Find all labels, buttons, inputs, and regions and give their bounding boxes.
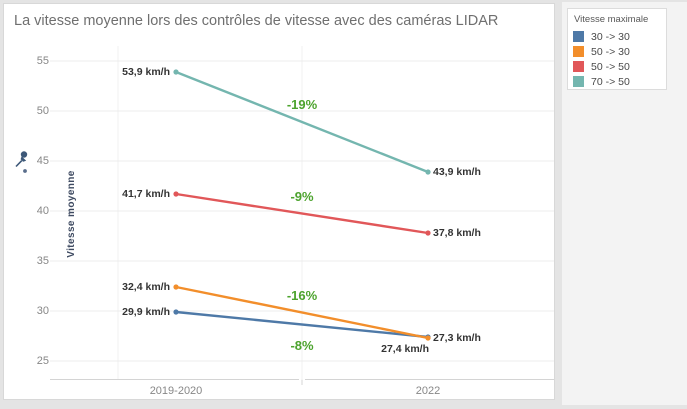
y-tick-label: 45	[36, 155, 49, 167]
value-label: 29,9 km/h	[122, 306, 170, 318]
value-label: 53,9 km/h	[122, 66, 170, 78]
change-label: -16%	[286, 287, 318, 303]
data-point-marker[interactable]	[173, 309, 179, 315]
legend-item-label: 70 -> 50	[591, 75, 630, 88]
series-line-50->30[interactable]	[174, 285, 430, 340]
chart-card: La vitesse moyenne lors des contrôles de…	[3, 3, 555, 400]
value-label: 32,4 km/h	[122, 281, 170, 293]
legend-item[interactable]: 50 -> 50	[568, 59, 666, 74]
value-label: 37,8 km/h	[433, 227, 481, 239]
pushpin-icon[interactable]	[12, 148, 32, 174]
x-category-label: 2019-2020	[149, 385, 203, 397]
y-tick-label: 50	[36, 105, 49, 117]
data-point-marker[interactable]	[173, 191, 179, 197]
data-point-marker[interactable]	[425, 230, 431, 236]
y-tick-label: 30	[36, 305, 49, 317]
x-category-label: 2022	[415, 385, 441, 397]
y-tick-label: 25	[36, 355, 49, 367]
legend-title: Vitesse maximale	[574, 14, 649, 25]
legend-item[interactable]: 50 -> 30	[568, 44, 666, 59]
data-point-marker[interactable]	[173, 69, 179, 75]
legend-swatch	[573, 61, 584, 72]
change-label: -8%	[290, 337, 314, 353]
legend-swatch	[573, 31, 584, 42]
value-label: 43,9 km/h	[433, 166, 481, 178]
series-line-50->50[interactable]	[174, 192, 430, 235]
chart-title: La vitesse moyenne lors des contrôles de…	[14, 13, 499, 29]
series-line-30->30[interactable]	[174, 310, 430, 339]
value-label: 27,3 km/h	[433, 332, 481, 344]
legend-item-label: 30 -> 30	[591, 30, 630, 43]
legend-swatch	[573, 46, 584, 57]
change-label: -19%	[286, 97, 318, 112]
y-tick-label: 40	[36, 205, 49, 217]
y-tick-label: 35	[36, 255, 49, 267]
data-point-marker[interactable]	[173, 284, 179, 290]
value-label: 27,4 km/h	[381, 343, 429, 355]
plot-area	[50, 46, 554, 385]
value-label: 41,7 km/h	[122, 188, 170, 200]
legend-item-label: 50 -> 30	[591, 45, 630, 58]
legend-swatch	[573, 76, 584, 87]
legend-card: Vitesse maximale 30 -> 30 50 -> 30 50 -> 5…	[567, 8, 667, 90]
change-label: -9%	[290, 188, 314, 204]
series-line-70->50[interactable]	[174, 70, 430, 174]
legend-item[interactable]: 70 -> 50	[568, 74, 666, 89]
y-tick-label: 55	[36, 55, 49, 67]
data-point-marker[interactable]	[425, 169, 431, 175]
legend-panel: Vitesse maximale 30 -> 30 50 -> 30 50 -> 5…	[562, 2, 687, 405]
y-axis-title: Vitesse moyenne	[66, 170, 77, 258]
legend-item-list: 30 -> 30 50 -> 30 50 -> 50 70 -> 50	[568, 29, 666, 89]
legend-item[interactable]: 30 -> 30	[568, 29, 666, 44]
legend-item-label: 50 -> 50	[591, 60, 630, 73]
data-point-marker[interactable]	[425, 335, 431, 341]
